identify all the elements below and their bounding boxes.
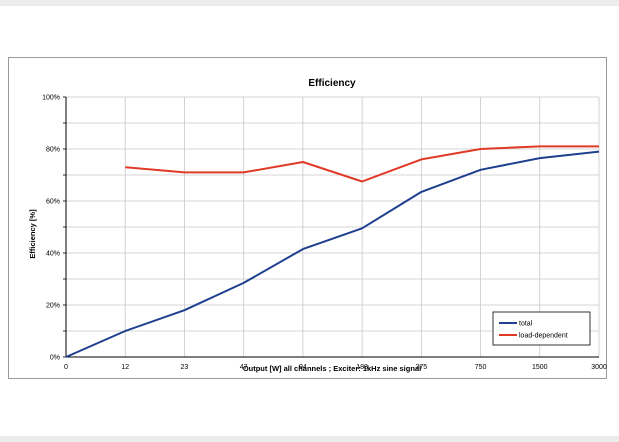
x-tick-labels: 0 12 23 47 94 188 375 750 1500 3000 — [64, 364, 607, 371]
x-tick-label: 94 — [299, 364, 307, 371]
x-tick-label: 0 — [64, 364, 68, 371]
y-axis-label: Efficiency [%] — [28, 209, 37, 259]
series-line-total — [65, 150, 600, 358]
y-tick-labels: 0% 20% 40% 60% 80% 100% — [42, 95, 60, 362]
y-tick-label: 20% — [46, 303, 60, 310]
legend-label: total — [519, 321, 533, 328]
y-tick-label: 0% — [50, 355, 60, 362]
y-tick-label: 60% — [46, 199, 60, 206]
x-tick-label: 1500 — [532, 364, 548, 371]
page: Efficiency 0% 20% 40% 60% 80% 100% 0 12 23 47 94 1… — [0, 6, 619, 436]
x-tick-label: 188 — [356, 364, 368, 371]
y-tick-label: 40% — [46, 251, 60, 258]
x-tick-label: 12 — [121, 364, 129, 371]
x-tick-label: 3000 — [591, 364, 607, 371]
efficiency-chart: Efficiency 0% 20% 40% 60% 80% 100% 0 12 23 47 94 1… — [28, 78, 607, 373]
x-tick-label: 23 — [181, 364, 189, 371]
y-tick-label: 80% — [46, 147, 60, 154]
x-tick-label: 750 — [475, 364, 487, 371]
series-line-load-dependent — [125, 145, 599, 183]
y-tick-label: 100% — [42, 95, 60, 102]
chart-title: Efficiency — [308, 78, 356, 89]
grid — [63, 96, 600, 358]
series-lines — [65, 145, 600, 358]
legend-label: load-dependent — [519, 333, 568, 340]
legend: total load-dependent — [492, 311, 591, 346]
x-axis-label: Output [W] all channels ; Exciter: 1kHz … — [243, 364, 421, 373]
legend-box — [492, 311, 591, 346]
x-tick-label: 47 — [240, 364, 248, 371]
x-tick-label: 375 — [415, 364, 427, 371]
chart-frame: Efficiency 0% 20% 40% 60% 80% 100% 0 12 23 47 94 1… — [8, 57, 607, 379]
